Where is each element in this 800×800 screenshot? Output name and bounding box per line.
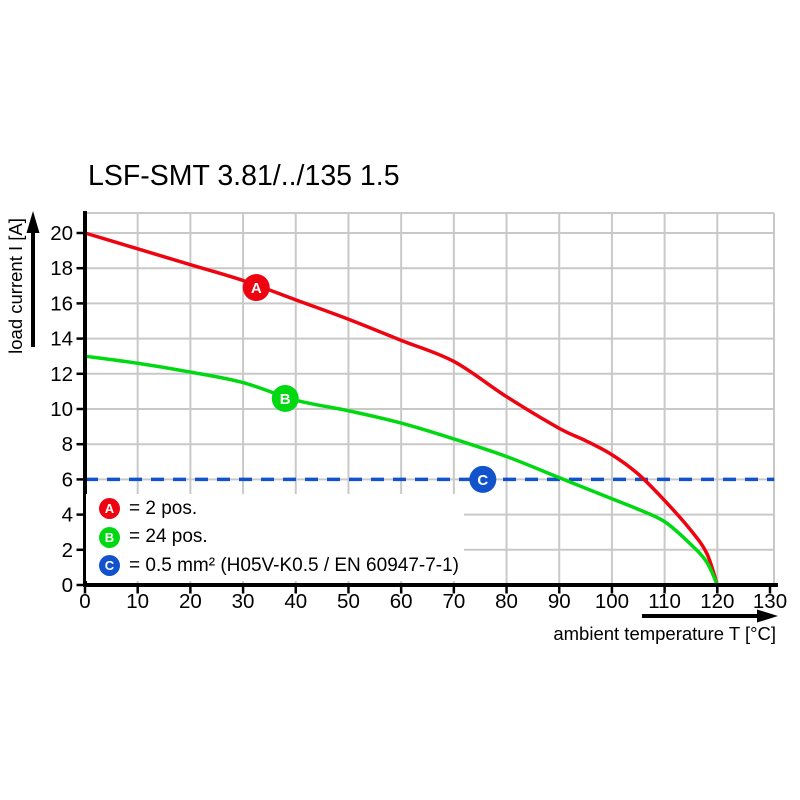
marker-a-icon bbox=[242, 274, 270, 302]
legend-badge-b-icon: B bbox=[99, 526, 120, 548]
svg-text:4: 4 bbox=[62, 504, 73, 527]
axes bbox=[76, 211, 778, 594]
legend-label-c: = 0.5 mm² (H05V-K0.5 / EN 60947-7-1) bbox=[129, 554, 460, 576]
svg-text:110: 110 bbox=[648, 590, 681, 613]
legend-item-a: A = 2 pos. bbox=[99, 496, 464, 521]
legend-item-b: B = 24 pos. bbox=[99, 525, 464, 550]
svg-text:30: 30 bbox=[232, 590, 255, 613]
chart-title: LSF-SMT 3.81/../135 1.5 bbox=[88, 160, 400, 192]
svg-text:18: 18 bbox=[50, 257, 73, 280]
svg-text:A: A bbox=[251, 280, 262, 297]
marker-c-icon bbox=[469, 465, 497, 493]
svg-text:90: 90 bbox=[548, 590, 571, 613]
x-axis-title: ambient temperature T [°C] bbox=[553, 623, 776, 644]
legend: A = 2 pos. B = 24 pos. C = 0.5 mm² (H05V… bbox=[86, 494, 464, 581]
svg-text:120: 120 bbox=[700, 590, 734, 613]
svg-text:10: 10 bbox=[50, 398, 73, 421]
svg-text:10: 10 bbox=[126, 590, 149, 613]
legend-label-b: = 24 pos. bbox=[129, 526, 208, 547]
plot-frame bbox=[85, 212, 775, 585]
legend-label-a: = 2 pos. bbox=[129, 497, 198, 519]
svg-text:100: 100 bbox=[595, 590, 629, 613]
y-axis-title: load current I [A] bbox=[5, 218, 26, 354]
svg-text:2: 2 bbox=[62, 539, 73, 562]
svg-text:70: 70 bbox=[442, 590, 465, 613]
curves bbox=[84, 231, 775, 586]
y-axis-arrow-icon bbox=[26, 211, 40, 347]
svg-text:C: C bbox=[477, 472, 488, 489]
svg-text:40: 40 bbox=[284, 590, 307, 613]
svg-text:50: 50 bbox=[337, 590, 360, 613]
svg-text:6: 6 bbox=[62, 468, 73, 491]
legend-badge-c-icon: C bbox=[99, 555, 120, 576]
curve-markers: A B C bbox=[242, 274, 497, 493]
svg-text:B: B bbox=[280, 391, 291, 408]
svg-text:12: 12 bbox=[50, 363, 73, 386]
tick-labels: 0 10 20 30 40 50 60 70 80 90 100 110 120 130 0 2 4 6 8 10 12… bbox=[50, 222, 787, 613]
svg-text:130: 130 bbox=[753, 590, 787, 613]
svg-text:16: 16 bbox=[50, 292, 73, 315]
svg-text:8: 8 bbox=[62, 433, 73, 456]
svg-text:0: 0 bbox=[79, 590, 90, 613]
marker-b-icon bbox=[271, 384, 299, 412]
svg-text:80: 80 bbox=[495, 590, 518, 613]
svg-text:20: 20 bbox=[179, 590, 202, 613]
svg-text:0: 0 bbox=[62, 574, 73, 597]
svg-text:20: 20 bbox=[50, 222, 73, 245]
legend-badge-a-icon: A bbox=[99, 498, 120, 519]
svg-text:14: 14 bbox=[50, 328, 73, 351]
legend-item-c: C = 0.5 mm² (H05V-K0.5 / EN 60947-7-1) bbox=[99, 553, 464, 578]
x-axis-arrow-icon bbox=[642, 609, 778, 623]
svg-text:60: 60 bbox=[390, 590, 413, 613]
